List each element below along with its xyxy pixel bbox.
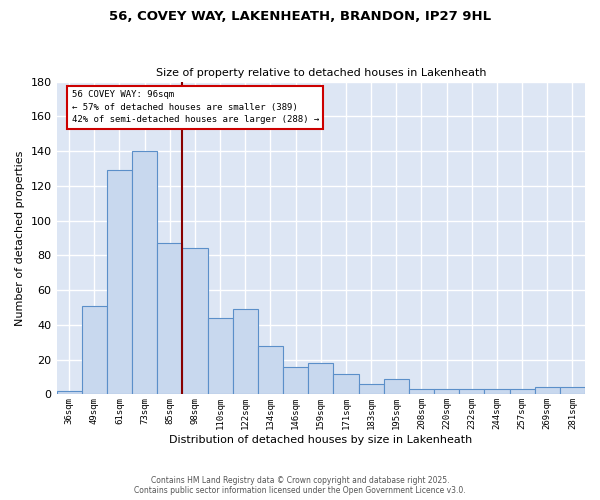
Bar: [459, 389, 484, 394]
Bar: [434, 389, 459, 394]
X-axis label: Distribution of detached houses by size in Lakenheath: Distribution of detached houses by size …: [169, 435, 472, 445]
Bar: [82, 306, 107, 394]
Bar: [308, 363, 334, 394]
Bar: [182, 248, 208, 394]
Bar: [132, 151, 157, 394]
Bar: [208, 318, 233, 394]
Bar: [157, 243, 182, 394]
Bar: [535, 388, 560, 394]
Bar: [509, 389, 535, 394]
Text: Contains HM Land Registry data © Crown copyright and database right 2025.
Contai: Contains HM Land Registry data © Crown c…: [134, 476, 466, 495]
Bar: [258, 346, 283, 395]
Bar: [107, 170, 132, 394]
Bar: [334, 374, 359, 394]
Bar: [233, 309, 258, 394]
Bar: [484, 389, 509, 394]
Text: 56 COVEY WAY: 96sqm
← 57% of detached houses are smaller (389)
42% of semi-detac: 56 COVEY WAY: 96sqm ← 57% of detached ho…: [71, 90, 319, 124]
Bar: [409, 389, 434, 394]
Bar: [383, 379, 409, 394]
Y-axis label: Number of detached properties: Number of detached properties: [15, 150, 25, 326]
Bar: [56, 391, 82, 394]
Bar: [560, 388, 585, 394]
Bar: [359, 384, 383, 394]
Bar: [283, 366, 308, 394]
Text: 56, COVEY WAY, LAKENHEATH, BRANDON, IP27 9HL: 56, COVEY WAY, LAKENHEATH, BRANDON, IP27…: [109, 10, 491, 23]
Title: Size of property relative to detached houses in Lakenheath: Size of property relative to detached ho…: [155, 68, 486, 78]
